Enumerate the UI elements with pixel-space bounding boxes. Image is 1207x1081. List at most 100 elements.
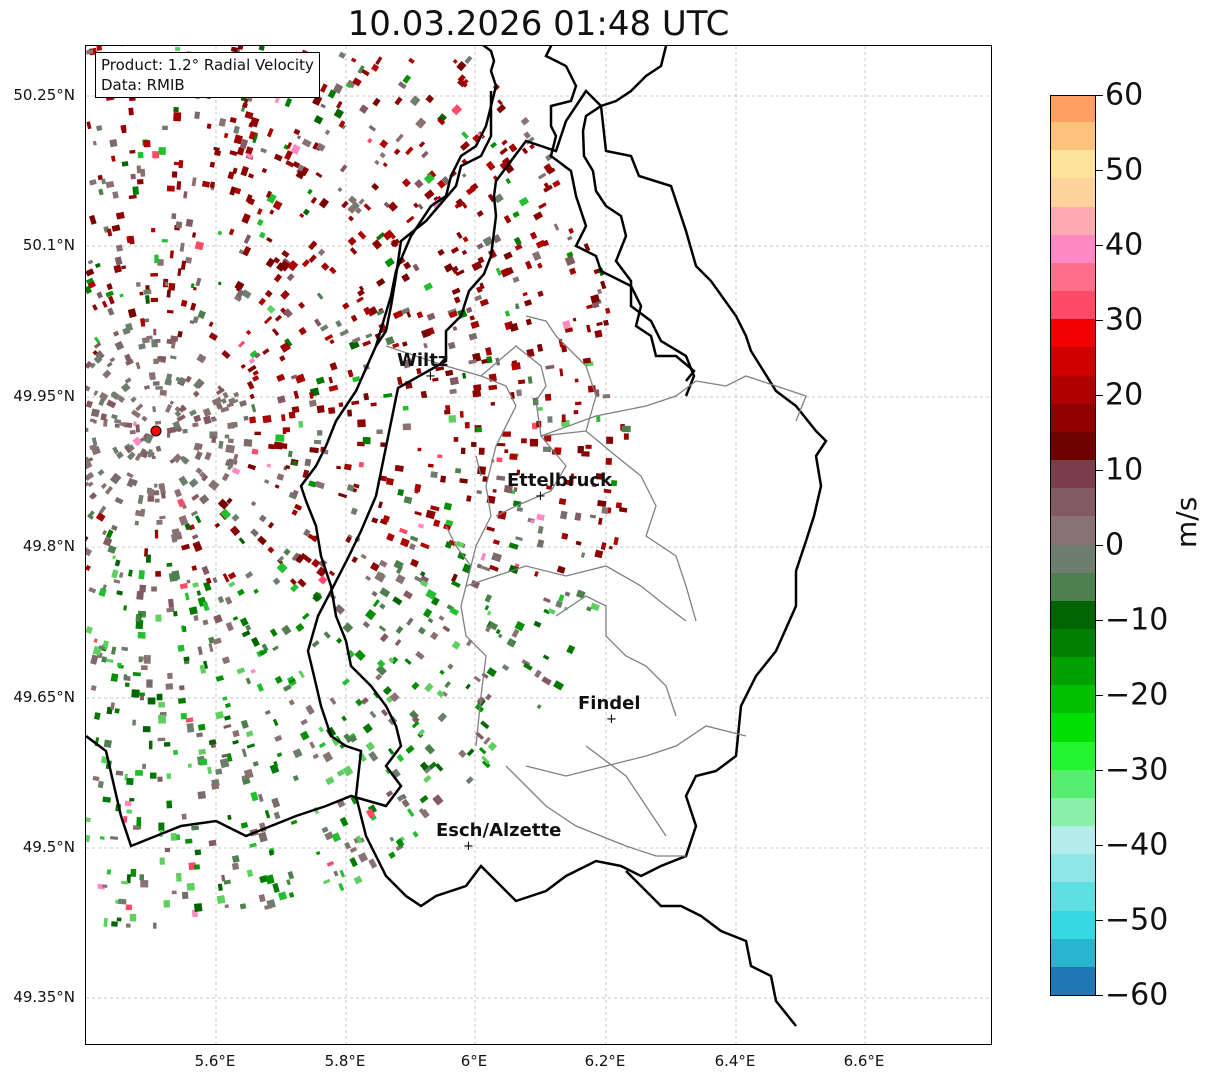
colorbar-tick-mark — [1096, 545, 1103, 546]
radar-pixel — [222, 696, 228, 701]
radar-pixel — [243, 768, 254, 780]
radar-pixel — [522, 291, 528, 297]
radar-pixel — [202, 619, 209, 626]
radar-pixel — [138, 692, 145, 696]
radar-pixel — [403, 261, 412, 270]
radar-pixel — [334, 604, 346, 615]
radar-pixel — [90, 492, 97, 500]
radar-pixel — [380, 709, 389, 717]
radar-pixel — [447, 663, 454, 670]
radar-pixel — [153, 328, 157, 336]
radar-pixel — [114, 423, 120, 428]
radar-pixel — [166, 289, 171, 298]
radar-pixel — [257, 793, 264, 803]
radar-pixel — [198, 748, 207, 756]
radar-pixel — [106, 228, 113, 237]
map-panel[interactable] — [85, 45, 992, 1045]
radar-pixel — [274, 734, 283, 742]
radar-pixel — [186, 722, 195, 733]
radar-pixel — [166, 800, 173, 809]
y-tick-label: 49.95°N — [13, 387, 75, 405]
radar-pixel — [184, 592, 190, 601]
radar-pixel — [245, 571, 254, 579]
radar-pixel — [93, 712, 101, 720]
radar-pixel — [372, 97, 381, 107]
radar-pixel — [134, 452, 143, 462]
radar-pixel — [566, 644, 576, 655]
radar-pixel — [424, 743, 436, 755]
radar-pixel — [349, 857, 358, 868]
radar-pixel — [328, 384, 339, 392]
radar-pixel — [164, 847, 171, 853]
radar-pixel — [221, 472, 230, 482]
radar-pixel — [525, 318, 532, 326]
radar-pixel — [370, 402, 377, 407]
radar-pixel — [490, 141, 498, 149]
radar-pixel — [111, 413, 118, 420]
radar-pixel — [360, 553, 367, 560]
radar-pixel — [269, 209, 275, 215]
colorbar-segment — [1051, 769, 1095, 798]
radar-pixel — [223, 724, 232, 729]
radar-pixel — [608, 545, 613, 550]
radar-pixel — [139, 694, 145, 701]
radar-pixel — [208, 739, 217, 746]
radar-pixel — [262, 348, 270, 355]
radar-pixel — [112, 555, 117, 560]
radar-pixel — [396, 754, 405, 763]
radar-pixel — [383, 393, 393, 399]
radar-pixel — [143, 654, 151, 664]
colorbar-tick-mark — [1096, 245, 1103, 246]
radar-pixel — [316, 292, 324, 300]
radar-pixel — [461, 131, 469, 139]
radar-pixel — [201, 180, 211, 188]
radar-pixel — [252, 134, 259, 144]
radar-pixel — [165, 404, 173, 413]
radar-pixel — [285, 465, 291, 470]
radar-pixel — [128, 235, 135, 245]
radar-pixel — [486, 667, 497, 678]
colorbar-segment — [1051, 290, 1095, 320]
radar-pixel — [129, 149, 136, 154]
radar-pixel — [121, 880, 129, 885]
radar-pixel — [603, 319, 609, 326]
radar-pixel — [516, 469, 521, 476]
radar-pixel — [240, 719, 249, 729]
radar-pixel — [110, 836, 119, 840]
radar-pixel — [517, 379, 526, 385]
radar-pixel — [150, 772, 157, 779]
radar-pixel — [422, 764, 432, 774]
radar-pixel — [341, 715, 347, 722]
radar-pixel — [379, 518, 388, 526]
radar-pixel — [187, 763, 192, 768]
radar-pixel — [174, 406, 182, 413]
radar-pixel — [395, 574, 406, 585]
radar-pixel — [166, 338, 173, 345]
y-tick-label: 50.25°N — [13, 86, 75, 104]
radar-pixel — [288, 892, 295, 898]
radar-pixel — [243, 98, 249, 106]
radar-pixel — [382, 162, 388, 168]
radar-pixel — [129, 429, 136, 435]
radar-pixel — [532, 251, 542, 262]
radar-pixel — [240, 363, 246, 369]
radar-pixel — [395, 838, 405, 848]
radar-pixel — [145, 554, 152, 563]
radar-pixel — [207, 766, 212, 775]
radar-pixel — [105, 529, 114, 539]
radar-pixel — [142, 763, 146, 769]
radar-pixel — [197, 646, 203, 656]
radar-pixel — [210, 433, 217, 437]
radar-pixel — [155, 571, 161, 577]
radar-pixel — [174, 531, 183, 541]
radar-pixel — [253, 588, 259, 594]
radar-pixel — [538, 202, 547, 210]
radar-pixel — [144, 548, 149, 557]
radar-pixel — [217, 385, 223, 392]
radar-pixel — [298, 670, 305, 679]
radar-pixel — [361, 697, 369, 705]
radar-pixel — [192, 390, 200, 398]
radar-map[interactable] — [86, 46, 992, 1045]
radar-pixel — [245, 677, 252, 685]
radar-pixel — [564, 255, 576, 267]
